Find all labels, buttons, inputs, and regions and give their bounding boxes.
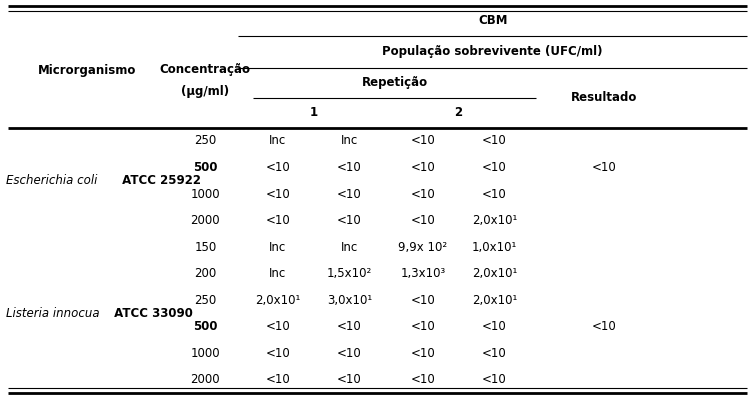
Text: <10: <10 [411, 294, 435, 307]
Text: 2000: 2000 [190, 214, 220, 227]
Text: <10: <10 [411, 214, 435, 227]
Text: ATCC 33090: ATCC 33090 [110, 307, 193, 320]
Text: Resultado: Resultado [571, 91, 637, 104]
Text: 1,5x10²: 1,5x10² [327, 267, 372, 280]
Text: Inc: Inc [270, 267, 286, 280]
Text: <10: <10 [411, 134, 435, 148]
Text: 2000: 2000 [190, 373, 220, 386]
Text: Microrganismo: Microrganismo [38, 64, 136, 77]
Text: <10: <10 [411, 347, 435, 360]
Text: <10: <10 [411, 188, 435, 201]
Text: <10: <10 [337, 161, 362, 174]
Text: <10: <10 [482, 320, 507, 333]
Text: 2,0x10¹: 2,0x10¹ [255, 294, 300, 307]
Text: Inc: Inc [341, 134, 358, 148]
Text: 500: 500 [193, 320, 217, 333]
Text: <10: <10 [337, 347, 362, 360]
Text: Listeria innocua: Listeria innocua [6, 307, 100, 320]
Text: <10: <10 [482, 347, 507, 360]
Text: População sobrevivente (UFC/ml): População sobrevivente (UFC/ml) [382, 45, 603, 58]
Text: Concentração: Concentração [160, 63, 251, 76]
Text: <10: <10 [266, 320, 290, 333]
Text: <10: <10 [266, 214, 290, 227]
Text: 150: 150 [194, 241, 217, 254]
Text: <10: <10 [411, 320, 435, 333]
Text: 1000: 1000 [190, 347, 220, 360]
Text: 200: 200 [194, 267, 217, 280]
Text: 250: 250 [194, 294, 217, 307]
Text: 2,0x10¹: 2,0x10¹ [472, 267, 517, 280]
Text: <10: <10 [266, 347, 290, 360]
Text: ATCC 25922: ATCC 25922 [118, 174, 201, 187]
Text: <10: <10 [592, 320, 616, 333]
Text: <10: <10 [411, 161, 435, 174]
Text: <10: <10 [482, 188, 507, 201]
Text: (μg/ml): (μg/ml) [181, 85, 230, 98]
Text: <10: <10 [411, 373, 435, 386]
Text: 2: 2 [455, 106, 463, 119]
Text: Inc: Inc [270, 241, 286, 254]
Text: <10: <10 [482, 161, 507, 174]
Text: <10: <10 [337, 373, 362, 386]
Text: <10: <10 [266, 161, 290, 174]
Text: 9,9x 10²: 9,9x 10² [398, 241, 448, 254]
Text: CBM: CBM [478, 14, 507, 28]
Text: <10: <10 [482, 373, 507, 386]
Text: 500: 500 [193, 161, 217, 174]
Text: 2,0x10¹: 2,0x10¹ [472, 294, 517, 307]
Text: <10: <10 [266, 373, 290, 386]
Text: 250: 250 [194, 134, 217, 148]
Text: Inc: Inc [341, 241, 358, 254]
Text: 2,0x10¹: 2,0x10¹ [472, 214, 517, 227]
Text: Escherichia coli: Escherichia coli [6, 174, 97, 187]
Text: <10: <10 [337, 188, 362, 201]
Text: <10: <10 [592, 161, 616, 174]
Text: <10: <10 [337, 214, 362, 227]
Text: <10: <10 [266, 188, 290, 201]
Text: 1000: 1000 [190, 188, 220, 201]
Text: 1,3x10³: 1,3x10³ [400, 267, 445, 280]
Text: 1,0x10¹: 1,0x10¹ [472, 241, 517, 254]
Text: Repetição: Repetição [362, 76, 427, 89]
Text: 1: 1 [310, 106, 318, 119]
Text: Inc: Inc [270, 134, 286, 148]
Text: 3,0x10¹: 3,0x10¹ [327, 294, 372, 307]
Text: <10: <10 [337, 320, 362, 333]
Text: <10: <10 [482, 134, 507, 148]
